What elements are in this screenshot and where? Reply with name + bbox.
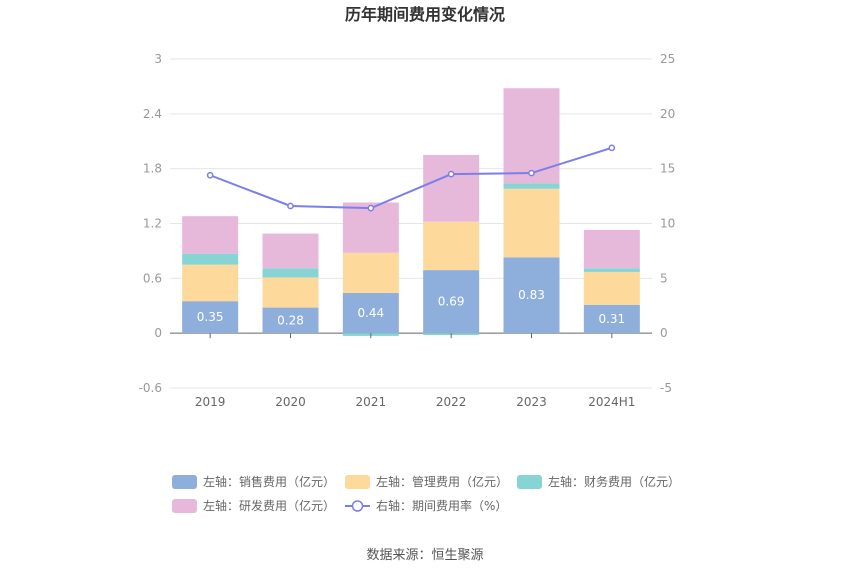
legend-label: 左轴：销售费用（亿元） — [203, 474, 335, 489]
data-label-sales: 0.28 — [277, 313, 304, 327]
data-label-sales: 0.44 — [357, 306, 384, 320]
bar-finance-2019 — [182, 253, 239, 265]
left-axis: -0.6 0 0.6 1.2 1.8 2.4 3 — [139, 52, 162, 395]
x-tick-label: 2022 — [436, 395, 467, 409]
x-tick-label: 2021 — [356, 395, 387, 409]
legend-marker-icon — [351, 500, 364, 512]
legend-label: 左轴：管理费用（亿元） — [376, 474, 508, 489]
legend-item: 右轴：期间费用率（%） — [345, 498, 507, 513]
bar-admin-2024H1 — [583, 271, 640, 305]
data-label-sales: 0.69 — [438, 295, 465, 309]
bar-sales-2022 — [423, 270, 480, 334]
bar-rnd-2020 — [262, 233, 319, 269]
x-axis: 2019 2020 2021 2022 2023 2024H1 — [195, 333, 635, 409]
bar-admin-2022 — [423, 221, 480, 271]
legend-label: 左轴：研发费用（亿元） — [203, 498, 335, 513]
left-tick-label: -0.6 — [139, 381, 162, 395]
left-tick-label: 1.2 — [143, 217, 162, 231]
x-tick-label: 2020 — [275, 395, 306, 409]
expense-rate-point-2020 — [287, 202, 294, 210]
expense-rate-point-2021 — [367, 204, 375, 212]
bar-admin-2021 — [342, 252, 399, 293]
right-tick-label: 10 — [660, 217, 675, 231]
right-tick-label: -5 — [660, 381, 672, 395]
legend-swatch-icon — [517, 475, 542, 489]
bar-admin-2020 — [262, 277, 319, 308]
chart-title: 历年期间费用变化情况 — [345, 5, 505, 24]
bar-admin-2019 — [182, 264, 239, 302]
bar-finance-2023 — [503, 183, 560, 189]
left-tick-label: 1.8 — [143, 162, 162, 176]
bar-sales-2021 — [342, 292, 399, 334]
right-tick-label: 25 — [660, 52, 675, 66]
right-tick-label: 15 — [660, 162, 675, 176]
data-label-sales: 0.31 — [598, 312, 625, 326]
right-tick-label: 0 — [660, 326, 668, 340]
bar-sales-2024H1 — [583, 304, 640, 334]
legend-label: 右轴：期间费用率（%） — [376, 498, 507, 513]
right-tick-label: 20 — [660, 107, 675, 121]
expense-rate-point-2019 — [206, 171, 214, 179]
legend-item: 左轴：销售费用（亿元） — [172, 474, 335, 489]
grid-lines — [170, 58, 652, 389]
expense-rate-polyline — [209, 146, 613, 210]
bar-finance-2024H1 — [583, 268, 640, 272]
bar-rnd-2024H1 — [583, 229, 640, 269]
left-tick-label: 0.6 — [143, 271, 162, 285]
bar-rnd-2019 — [182, 216, 239, 254]
expense-rate-line — [206, 144, 616, 212]
legend-swatch-icon — [345, 475, 370, 489]
bar-admin-2023 — [503, 188, 560, 258]
legend-swatch-icon — [172, 475, 197, 489]
legend-item: 左轴：管理费用（亿元） — [345, 474, 508, 489]
left-tick-label: 3 — [154, 52, 162, 66]
bar-rnd-2022 — [423, 154, 480, 222]
x-tick-label: 2023 — [516, 395, 547, 409]
legend-label: 左轴：财务费用（亿元） — [548, 474, 680, 489]
data-label-sales: 0.35 — [197, 310, 224, 324]
legend-swatch-icon — [172, 499, 197, 513]
expense-rate-point-2023 — [528, 169, 535, 177]
right-axis: -5 0 5 10 15 20 25 — [660, 52, 675, 395]
expense-rate-point-2022 — [447, 170, 455, 178]
bar-sales-2020 — [262, 307, 319, 334]
x-tick-label: 2019 — [195, 395, 226, 409]
data-label-sales: 0.83 — [518, 288, 545, 302]
x-tick-label: 2024H1 — [588, 395, 635, 409]
bar-series: 0.35 0.28 0.44 0.69 0.83 0.31 — [182, 88, 640, 336]
data-source: 数据来源：恒生聚源 — [366, 548, 483, 563]
left-tick-label: 0 — [154, 326, 162, 340]
bar-finance-2020 — [262, 268, 319, 278]
left-tick-label: 2.4 — [143, 107, 162, 121]
right-tick-label: 5 — [660, 271, 668, 285]
expense-rate-point-2024H1 — [608, 144, 616, 152]
bar-sales-2023 — [503, 257, 560, 334]
legend-item: 左轴：财务费用（亿元） — [517, 474, 680, 489]
legend: 左轴：销售费用（亿元） 左轴：管理费用（亿元） 左轴：财务费用（亿元） 左轴：研发费用… — [172, 474, 680, 513]
bar-sales-2019 — [182, 301, 239, 334]
bar-rnd-2023 — [503, 88, 560, 184]
legend-item: 左轴：研发费用（亿元） — [172, 498, 335, 513]
